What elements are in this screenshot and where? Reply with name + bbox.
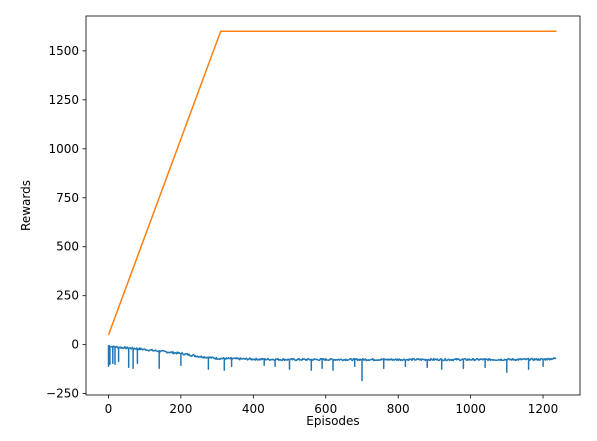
x-tick-label: 200 [169, 402, 192, 416]
y-tick-label: 1000 [48, 142, 79, 156]
x-tick-label: 800 [387, 402, 410, 416]
axes-frame [85, 15, 581, 396]
series-line-2 [107, 30, 557, 336]
x-axis-label: Episodes [306, 414, 359, 428]
y-tick-label: 0 [71, 338, 79, 352]
y-axis-label: Rewards [19, 180, 33, 231]
series-layer [107, 30, 557, 382]
x-tick-label: 1200 [528, 402, 559, 416]
series-line-1 [107, 344, 557, 382]
x-tick-label: 400 [242, 402, 265, 416]
x-axis-ticks: 0 200 400 600 800 1000 1200 [105, 395, 559, 416]
y-tick-label: 250 [56, 289, 79, 303]
y-tick-label: −250 [46, 387, 79, 401]
x-tick-label: 600 [314, 402, 337, 416]
y-tick-label: 500 [56, 240, 79, 254]
x-tick-label: 1000 [455, 402, 486, 416]
y-tick-label: 1250 [48, 93, 79, 107]
y-tick-label: 1500 [48, 44, 79, 58]
y-tick-label: 750 [56, 191, 79, 205]
plot-area-frame [85, 15, 581, 396]
y-axis-ticks: −250 0 250 500 750 1000 1250 1500 [46, 44, 86, 401]
x-tick-label: 0 [105, 402, 113, 416]
